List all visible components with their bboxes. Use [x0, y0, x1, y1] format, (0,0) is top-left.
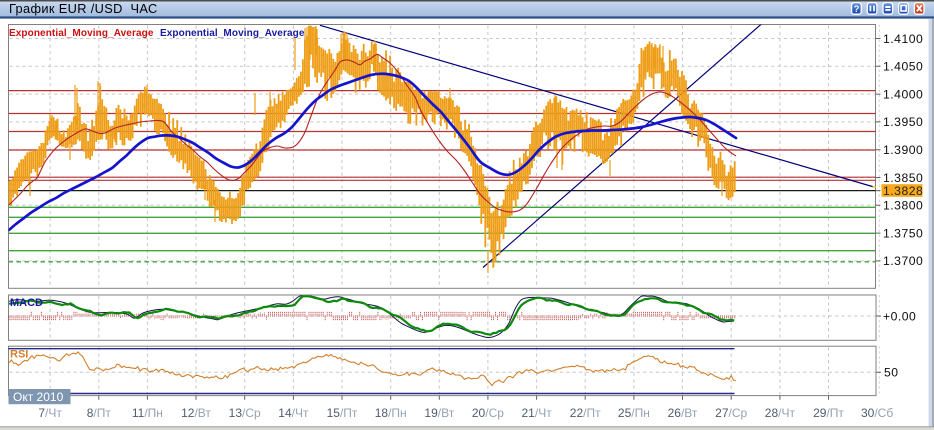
svg-text:29/Пт: 29/Пт [813, 406, 844, 420]
svg-text:27/Ср: 27/Ср [715, 406, 747, 420]
svg-text:21/Чт: 21/Чт [522, 406, 553, 420]
svg-text:18/Пн: 18/Пн [375, 406, 407, 420]
svg-text:11/Пн: 11/Пн [132, 406, 163, 420]
svg-text:50: 50 [884, 366, 899, 380]
svg-text:14/Чт: 14/Чт [278, 406, 309, 420]
svg-text:Окт 2010: Окт 2010 [13, 390, 64, 404]
svg-text:Exponential_Moving_Average: Exponential_Moving_Average [160, 28, 305, 39]
svg-text:22/Пт: 22/Пт [570, 406, 601, 420]
svg-text:1.3850: 1.3850 [883, 171, 923, 185]
svg-text:28/Чт: 28/Чт [765, 406, 796, 420]
svg-text:+0.00: +0.00 [883, 309, 916, 323]
svg-text:1.4100: 1.4100 [883, 32, 923, 46]
svg-text:1.3900: 1.3900 [883, 143, 923, 157]
svg-text:1.3750: 1.3750 [883, 226, 923, 240]
svg-text:График EUR /USD ЧАС: График EUR /USD ЧАС [9, 1, 158, 16]
svg-text:13/Ср: 13/Ср [229, 406, 261, 420]
svg-text:Exponential_Moving_Average: Exponential_Moving_Average [9, 28, 154, 39]
svg-text:20/Ср: 20/Ср [472, 406, 504, 420]
svg-text:1.3700: 1.3700 [883, 254, 923, 268]
svg-text:MACD: MACD [10, 297, 43, 309]
svg-text:30/Сб: 30/Сб [861, 406, 893, 420]
svg-text:1.3828: 1.3828 [883, 184, 923, 198]
svg-text:7/Чт: 7/Чт [38, 406, 62, 420]
svg-text:1.4000: 1.4000 [883, 87, 923, 101]
svg-text:25/Пн: 25/Пн [618, 406, 650, 420]
svg-text:19/Вт: 19/Вт [424, 406, 454, 420]
svg-text:1.4050: 1.4050 [883, 60, 923, 74]
svg-text:15/Пт: 15/Пт [327, 406, 358, 420]
svg-text:8/Пт: 8/Пт [87, 406, 112, 420]
svg-text:1.3800: 1.3800 [883, 199, 923, 213]
svg-text:26/Вт: 26/Вт [668, 406, 698, 420]
svg-text:1.3950: 1.3950 [883, 115, 923, 129]
svg-text:RSI: RSI [10, 349, 28, 361]
svg-text:?: ? [854, 4, 860, 15]
svg-text:12/Вт: 12/Вт [181, 406, 211, 420]
